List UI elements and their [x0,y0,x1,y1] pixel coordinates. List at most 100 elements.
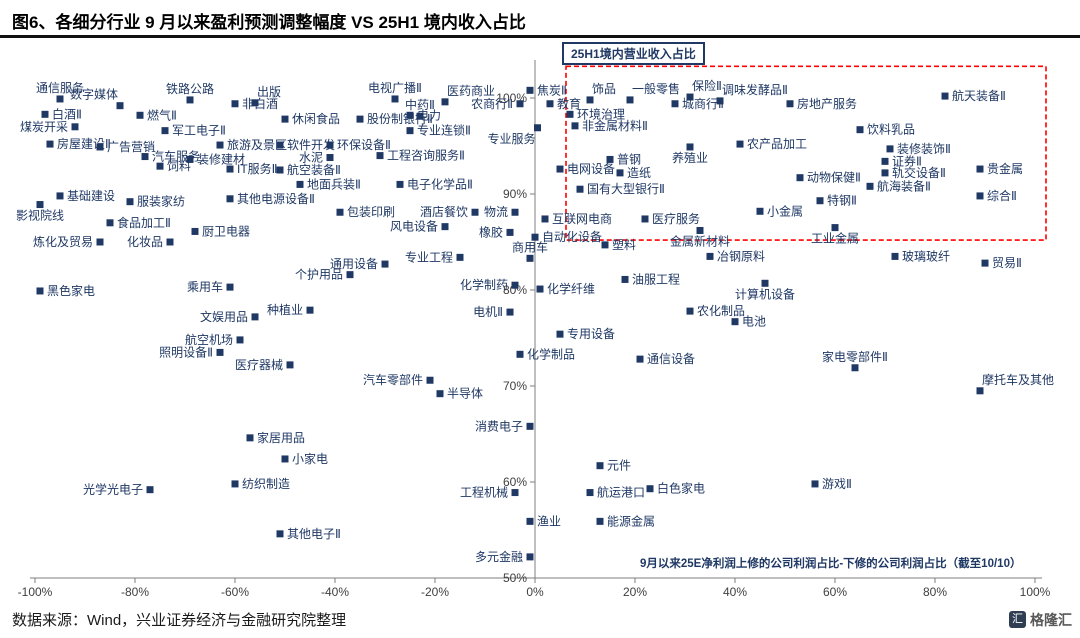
data-point [526,254,534,262]
data-point-label: 多元金融 [475,549,523,564]
data-point [571,122,579,130]
data-point-label: 家居用品 [257,430,305,445]
data-point-label: 焦炭Ⅱ [537,83,567,97]
data-point [641,215,649,223]
data-point [106,219,114,227]
data-point [56,95,64,103]
data-point-label: 玻璃玻纤 [902,249,950,263]
data-point [696,226,704,234]
data-point [866,182,874,190]
data-point-label: 农化制品 [697,304,745,318]
data-point [116,102,124,110]
data-point-label: 通信服务 [36,80,84,95]
data-point-label: IT服务Ⅱ [237,161,278,176]
data-point-label: 摩托车及其他 [982,372,1054,387]
data-point [736,140,744,148]
data-point [231,100,239,108]
x-axis-title: 9月以来25E净利润上修的公司利润占比-下修的公司利润占比（截至10/10） [640,558,1022,570]
data-point [276,530,284,538]
data-point [216,141,224,149]
data-point [161,127,169,135]
y-axis-title: 25H1境内营业收入占比 [562,42,705,65]
data-point-label: 调味发酵品Ⅱ [722,82,788,97]
data-point [636,355,644,363]
data-point [506,228,514,236]
data-point [96,238,104,246]
data-point [646,485,654,493]
data-point-label: 铁路公路 [166,81,214,96]
data-point-label: 其他电源设备Ⅱ [237,192,315,206]
data-point-label: 装修装饰Ⅱ [897,141,951,156]
data-point [881,157,889,165]
data-point [596,462,604,470]
data-point [606,155,614,163]
data-point-label: 通信设备 [647,352,695,366]
data-point-label: 贵金属 [987,161,1023,176]
data-point-label: 互联网电商 [552,211,612,226]
data-point [441,223,449,231]
data-point [786,100,794,108]
data-point [526,517,534,525]
data-point-label: 游戏Ⅱ [822,477,852,491]
data-point [531,233,539,241]
data-point-label: 医疗器械 [235,357,283,372]
data-point [216,348,224,356]
data-point [306,306,314,314]
data-point-label: 化学纤维 [547,281,595,296]
data-point-label: 消费电子 [475,419,523,433]
data-point [406,127,414,135]
data-point-label: 环保设备Ⅱ [337,138,391,152]
data-point-label: 电视广播Ⅱ [368,80,422,95]
data-point-label: 橡胶 [479,224,503,239]
data-point-label: 影视院线 [16,208,64,223]
data-point [756,207,764,215]
y-tick-label: 80% [503,283,527,297]
data-point [336,208,344,216]
data-point-label: 数字媒体 [70,87,118,102]
scatter-plot: 100% 90% 80% 70% 60% 50% -100% -80% -60% -40% -20%… [16,60,1054,599]
data-point-label: 中药Ⅱ [405,97,435,112]
data-point-label: 白色家电 [657,481,705,496]
x-tick-label: -20% [421,585,449,599]
data-point-label: 半导体 [447,387,483,401]
data-point [276,141,284,149]
data-point-label: 自动化设备 [542,230,602,244]
data-point-label: 乘用车 [187,279,223,294]
data-point-label: 基础建设 [67,189,115,203]
data-point [226,195,234,203]
data-point-label: 工程机械 [460,485,508,500]
data-point-label: 教育 [557,96,581,111]
data-point [626,96,634,104]
data-point [534,124,541,132]
data-point [281,115,289,123]
x-tick-label: 0% [526,585,544,599]
data-point-label: 动物保健Ⅱ [807,171,861,185]
data-point [731,318,739,326]
data-point [226,165,234,173]
data-point [136,111,144,119]
figure-title: 图6、各细分行业 9 月以来盈利预测调整幅度 VS 25H1 境内收入占比 [12,13,526,32]
data-point-label: 家电零部件Ⅱ [822,349,888,364]
data-point [556,330,564,338]
data-point [326,141,334,149]
data-point-label: 城商行Ⅱ [682,96,724,111]
data-point [156,162,164,170]
data-point-label: 文娱用品 [200,309,248,324]
data-point-label: 油服工程 [632,271,680,286]
data-point [226,283,234,291]
data-point [381,260,389,268]
data-point-label: 非白酒 [242,96,278,111]
data-point-label: 地面兵装Ⅱ [307,177,361,191]
data-point-label: 农商行Ⅱ [471,96,513,111]
data-point-label: 专业服务 [487,131,535,146]
data-point-label: 军工电子Ⅱ [172,124,226,138]
data-point [511,489,519,497]
data-point-label: 保险Ⅱ [692,78,722,93]
data-point-label: 航空装备Ⅱ [287,162,341,177]
data-point-label: 贸易Ⅱ [992,256,1022,270]
data-point [816,197,824,205]
data-point [356,115,364,123]
data-point [186,96,194,104]
data-point [941,92,949,100]
